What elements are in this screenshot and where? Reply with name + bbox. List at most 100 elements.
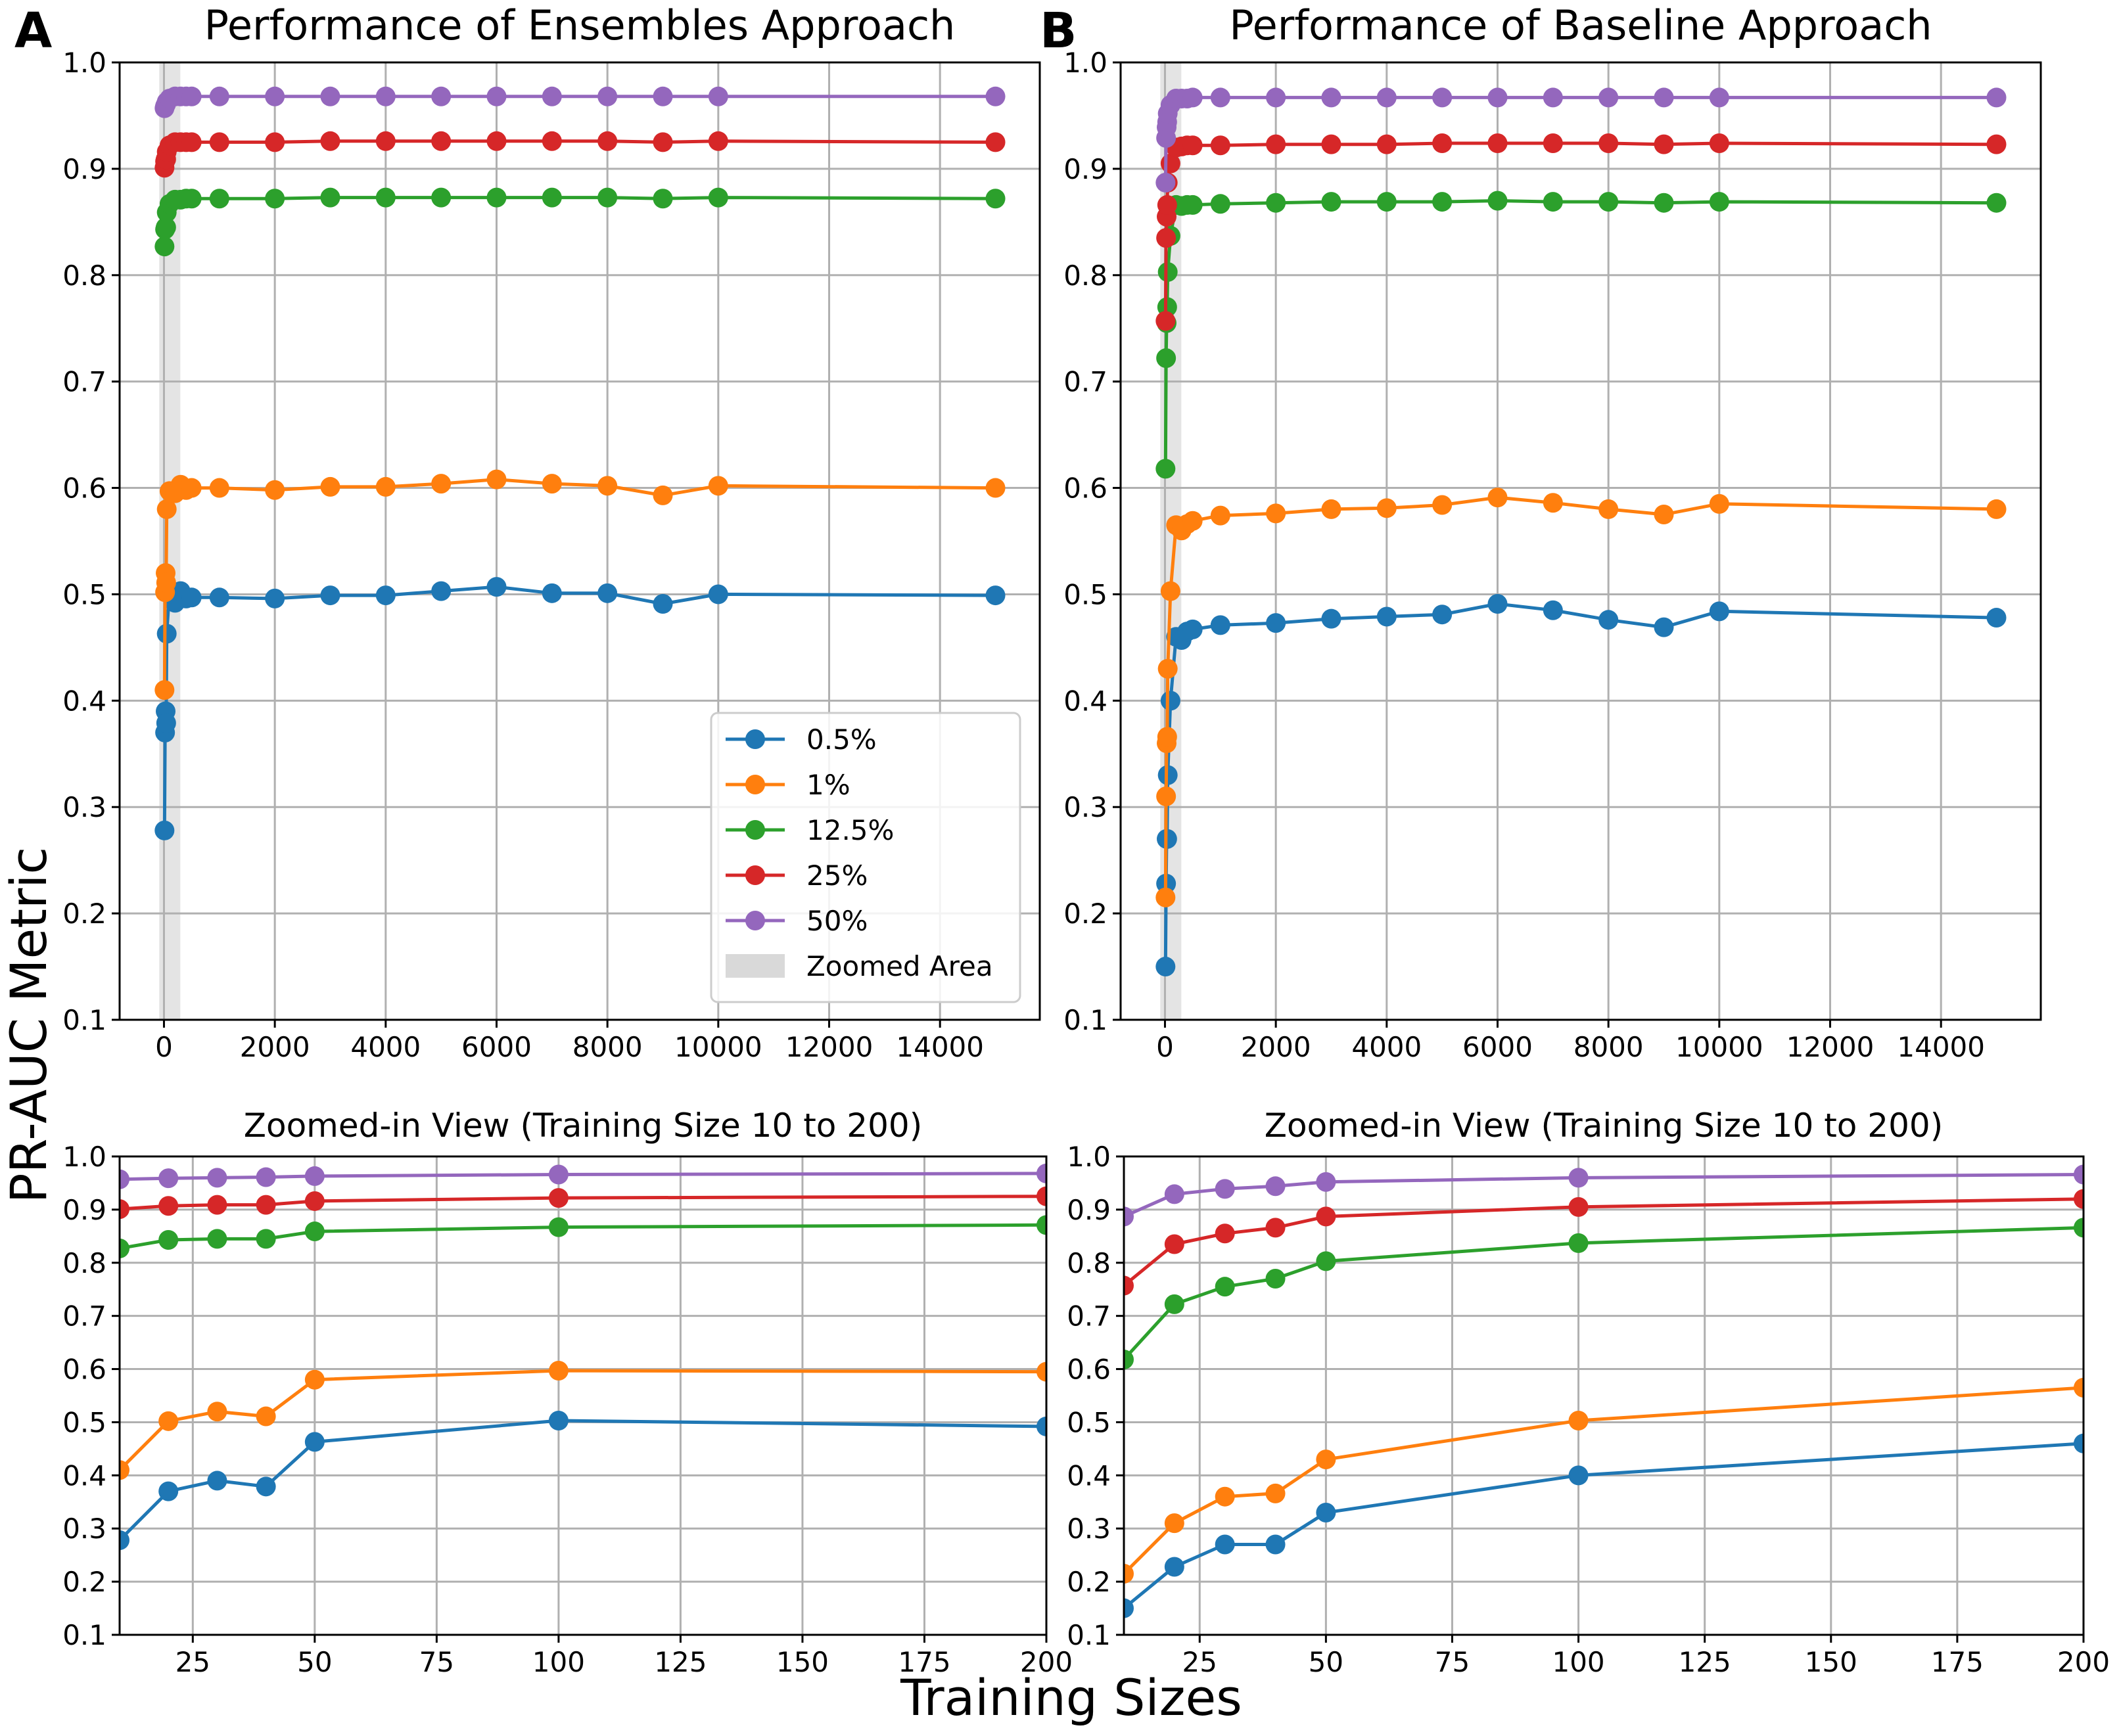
data-point	[985, 585, 1006, 606]
data-point	[1986, 193, 2007, 213]
y-tick-label: 1.0	[1063, 47, 1107, 79]
y-tick-label: 0.3	[1063, 791, 1107, 823]
chart-title: Performance of Ensembles Approach	[204, 1, 956, 49]
y-tick-label: 0.9	[62, 153, 106, 185]
data-point	[154, 680, 175, 700]
data-point	[1124, 1350, 1134, 1369]
plot-area	[1155, 87, 2007, 977]
data-point	[1654, 134, 1674, 154]
y-tick-label: 0.3	[62, 791, 106, 823]
x-tick-label: 12000	[1786, 1031, 1874, 1063]
data-point	[1210, 87, 1230, 108]
data-point	[1709, 493, 1729, 514]
data-point	[1210, 135, 1230, 156]
y-tick-label: 1.0	[62, 1141, 106, 1173]
y-tick-label: 0.8	[62, 1247, 106, 1279]
data-point	[653, 485, 673, 505]
y-tick-label: 0.7	[62, 1300, 106, 1333]
y-axis-label: PR-AUC Metric	[0, 847, 58, 1203]
data-point	[320, 131, 340, 151]
y-tick-label: 0.8	[1067, 1247, 1111, 1279]
data-point	[1321, 87, 1341, 108]
data-point	[1266, 134, 1286, 154]
y-tick-label: 0.4	[1063, 685, 1107, 717]
data-point	[1709, 133, 1729, 154]
x-tick-label: 0	[1156, 1031, 1174, 1063]
chart-panel-c: 25 50 75 100 125 150 175 200 0.1 0.2 0.3 0.4 0.5 0.6 0…	[62, 1107, 1073, 1678]
data-point	[1487, 133, 1508, 154]
data-point	[1124, 1598, 1134, 1618]
y-tick-label: 0.9	[1063, 153, 1107, 185]
data-point	[486, 577, 507, 597]
data-point	[1164, 1184, 1184, 1204]
data-point	[1487, 594, 1508, 614]
data-point	[542, 131, 562, 151]
data-point	[542, 474, 562, 494]
data-point	[548, 1360, 569, 1381]
data-point	[320, 476, 340, 497]
y-tick-label: 0.6	[1067, 1354, 1111, 1386]
data-point	[431, 131, 452, 151]
y-tick-label: 0.1	[1063, 1004, 1107, 1036]
data-point	[181, 478, 202, 498]
data-point	[1598, 499, 1619, 519]
data-point	[2074, 1377, 2084, 1398]
data-point	[985, 86, 1006, 106]
axes-frame	[118, 61, 1041, 1021]
x-tick-label: 50	[1309, 1646, 1343, 1678]
data-point	[1986, 134, 2007, 154]
data-point	[1487, 191, 1508, 211]
data-point	[154, 237, 175, 257]
data-point	[1487, 87, 1508, 108]
data-point	[1598, 610, 1619, 630]
data-point	[985, 478, 1006, 498]
data-point	[1182, 194, 1203, 215]
data-point	[1321, 134, 1341, 154]
x-tick-label: 50	[297, 1646, 332, 1678]
data-point	[256, 1195, 276, 1215]
data-point	[158, 1481, 179, 1501]
data-point	[156, 499, 177, 519]
data-point	[1543, 493, 1563, 513]
data-point	[1210, 615, 1230, 635]
y-tick-label: 0.3	[1067, 1513, 1111, 1545]
data-point	[375, 585, 396, 606]
legend-zoom-label: Zoomed Area	[806, 950, 993, 982]
data-point	[320, 585, 340, 606]
data-point	[1321, 499, 1341, 519]
x-tick-label: 150	[1805, 1646, 1857, 1678]
data-point	[548, 1164, 569, 1185]
data-point	[597, 187, 618, 208]
data-point	[486, 187, 507, 208]
data-point	[181, 86, 202, 106]
y-tick-label: 1.0	[1067, 1141, 1111, 1173]
data-point	[1654, 505, 1674, 525]
data-point	[985, 132, 1006, 152]
data-point	[1036, 1163, 1046, 1183]
data-point	[1157, 262, 1178, 282]
panel-letter: B	[1040, 3, 1077, 59]
data-point	[1543, 600, 1563, 620]
data-point	[708, 86, 728, 106]
data-point	[653, 132, 673, 152]
data-point	[1543, 192, 1563, 212]
data-point	[1155, 311, 1176, 331]
x-tick-label: 8000	[572, 1031, 643, 1063]
data-point	[1432, 605, 1453, 625]
y-tick-label: 0.6	[62, 472, 106, 505]
data-point	[1432, 133, 1453, 154]
data-point	[1036, 1361, 1046, 1382]
data-point	[1376, 134, 1397, 154]
y-tick-label: 0.2	[1067, 1566, 1111, 1598]
x-tick-label: 10000	[674, 1031, 762, 1063]
x-tick-label: 10000	[1675, 1031, 1763, 1063]
x-tick-label: 75	[1435, 1646, 1470, 1678]
data-point	[1215, 1179, 1235, 1199]
data-point	[431, 474, 452, 494]
legend-box	[710, 712, 1021, 1003]
data-point	[653, 189, 673, 209]
data-point	[1316, 1206, 1336, 1227]
data-point	[1598, 87, 1619, 108]
data-point	[265, 588, 285, 608]
data-point	[265, 132, 285, 152]
